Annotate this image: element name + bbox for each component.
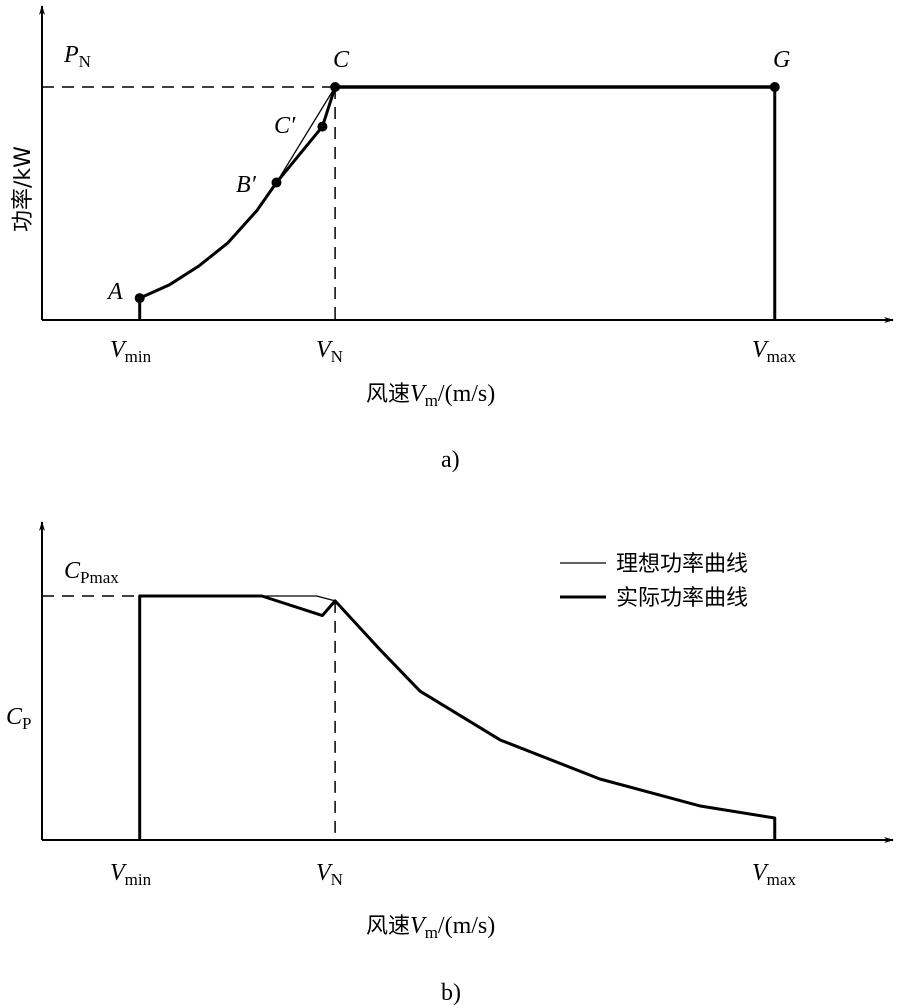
point-c-prime: [317, 121, 328, 132]
y-ref-label: CPmax: [64, 558, 119, 587]
power-curve-chart: PN A B′ C′ C G Vmin VN Vmax 风速Vm/(m/s) 功…: [11, 5, 894, 473]
power-curve: [139, 181, 278, 300]
point-b-prime: [271, 177, 282, 188]
x-tick-vn: VN: [316, 860, 343, 889]
y-axis-label: CP: [6, 704, 31, 733]
power-coefficient-chart: CPmax CP 理想功率曲线 实际功率曲线 Vmin VN Vmax 风速Vm…: [6, 521, 894, 1006]
point-c: [330, 82, 341, 92]
caption-a: a): [441, 447, 460, 473]
caption-b: b): [441, 980, 461, 1006]
legend-label-actual: 实际功率曲线: [616, 586, 748, 611]
legend-label-ideal: 理想功率曲线: [616, 552, 748, 577]
x-tick-vmin: Vmin: [110, 337, 152, 366]
x-tick-vmax: Vmax: [752, 337, 796, 366]
point-label-g: G: [773, 47, 790, 73]
x-tick-vmax: Vmax: [752, 860, 796, 889]
x-axis-label: 风速Vm/(m/s): [366, 381, 495, 410]
point-label-c: C: [333, 47, 350, 73]
ideal-cp-curve: [261, 595, 336, 602]
point-a: [134, 293, 145, 304]
x-tick-vmin: Vmin: [110, 860, 152, 889]
legend: 理想功率曲线 实际功率曲线: [560, 552, 748, 611]
x-tick-vn: VN: [316, 337, 343, 366]
ideal-segment: [275, 86, 336, 183]
y-ref-label: PN: [63, 42, 91, 71]
point-label-c-prime: C′: [274, 113, 296, 139]
point-g: [769, 82, 780, 92]
y-axis-label: 功率/kW: [11, 146, 36, 232]
point-label-a: A: [106, 279, 123, 305]
point-label-b-prime: B′: [236, 172, 257, 198]
actual-cp-curve: [138, 594, 777, 840]
x-axis-label: 风速Vm/(m/s): [366, 913, 495, 942]
